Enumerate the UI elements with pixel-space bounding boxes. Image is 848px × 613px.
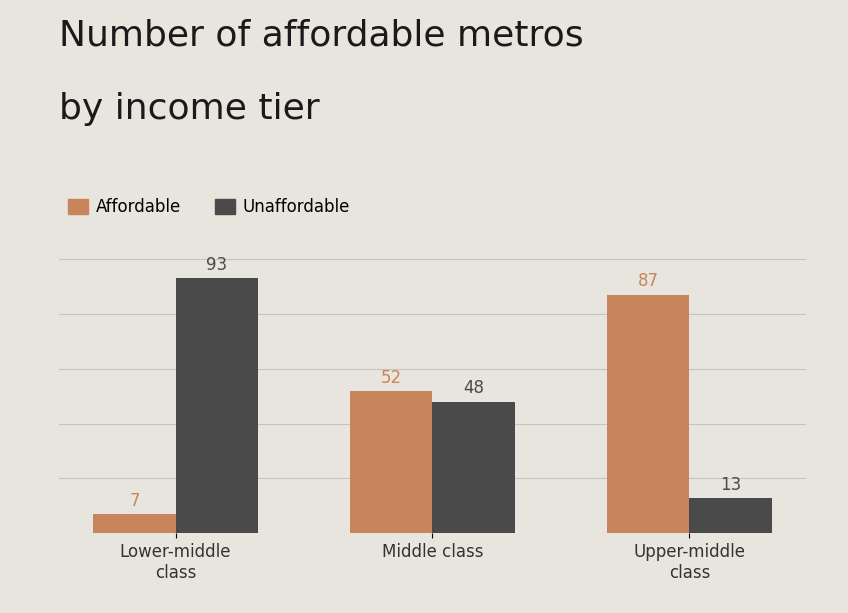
Bar [689,498,772,533]
Bar [93,514,176,533]
Text: 48: 48 [463,379,484,397]
Text: by income tier: by income tier [59,92,320,126]
Legend: Affordable, Unaffordable: Affordable, Unaffordable [68,199,350,216]
Bar [176,278,258,533]
Text: 7: 7 [129,492,140,510]
Text: 13: 13 [720,476,741,493]
Text: 52: 52 [381,368,402,387]
Text: 93: 93 [206,256,227,274]
Text: 87: 87 [638,272,659,291]
Bar [432,402,515,533]
Bar [607,295,689,533]
Text: Number of affordable metros: Number of affordable metros [59,18,584,52]
Bar [350,390,432,533]
